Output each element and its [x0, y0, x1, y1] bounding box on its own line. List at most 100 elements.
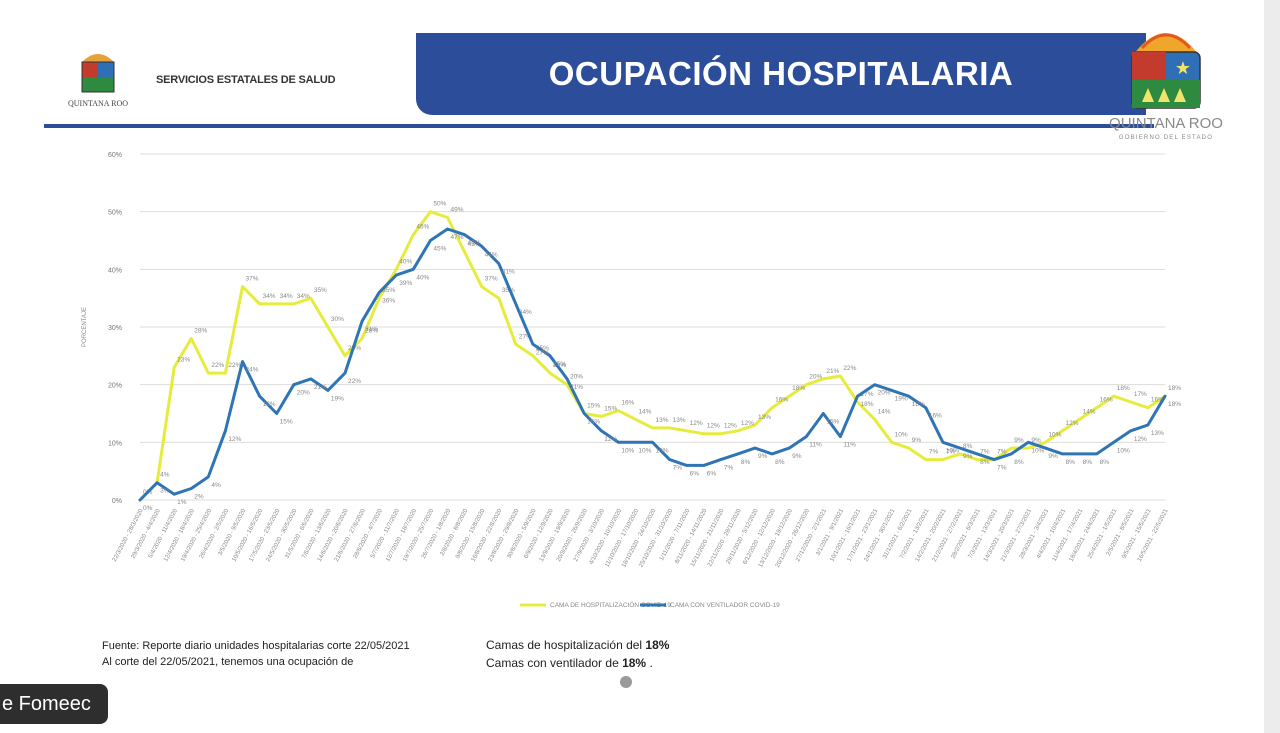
logo-right-subcaption: GOBIERNO DEL ESTADO [1119, 135, 1213, 141]
state-logo-right: ★ QUINTANA ROO GOBIERNO DEL ESTADO [1092, 18, 1240, 142]
data-label: 10% [1031, 447, 1044, 454]
data-point [224, 429, 227, 432]
y-tick-label: 60% [108, 152, 122, 159]
data-label: 11% [809, 442, 822, 449]
data-point [155, 481, 159, 484]
data-label: 25% [536, 345, 549, 352]
data-label: 2% [194, 493, 204, 500]
data-label: 22% [348, 378, 361, 385]
data-label: 18% [1168, 401, 1181, 408]
data-label: 10% [1117, 447, 1130, 454]
data-label: 7% [980, 449, 990, 456]
data-point [138, 498, 142, 502]
data-label: 18% [1168, 385, 1181, 392]
data-point [377, 291, 381, 294]
data-point [634, 441, 637, 444]
data-label: 7% [997, 465, 1007, 472]
data-label: 22% [228, 362, 241, 369]
data-point [941, 441, 945, 444]
data-label: 12% [604, 436, 617, 443]
x-tick-label: 29/11/2020 - 5/12/2020 [726, 508, 761, 566]
data-point [429, 210, 432, 213]
data-point [1078, 452, 1081, 456]
data-label: 16% [1100, 397, 1113, 404]
data-label: 12% [228, 436, 241, 443]
data-point [839, 435, 842, 438]
data-point [1010, 446, 1013, 450]
x-tick-label: 24/1/2021 - 30/1/2021 [864, 508, 897, 563]
slide-edge [1264, 0, 1280, 733]
data-label: 8% [963, 443, 973, 450]
data-label: 34% [263, 293, 276, 300]
x-tick-label: 17/5/2020 - 23/5/2020 [249, 508, 282, 563]
data-label: 16% [775, 397, 788, 404]
data-label: 36% [382, 297, 395, 304]
data-point [975, 458, 979, 461]
data-label: 13% [758, 414, 771, 421]
data-label: 15% [826, 419, 839, 426]
data-point [617, 441, 620, 444]
data-point [1061, 452, 1064, 456]
data-point [805, 435, 808, 438]
data-label: 1% [177, 499, 187, 506]
x-tick-label: 11/4/2021 - 17/4/2021 [1052, 508, 1085, 563]
data-point [360, 337, 364, 340]
x-tick-label: 12/4/2020 - 18/4/2020 [163, 508, 196, 563]
data-label: 16% [929, 413, 942, 420]
data-point [326, 325, 330, 329]
data-point [1010, 452, 1013, 456]
data-label: 12% [741, 420, 754, 427]
data-point [343, 354, 347, 358]
data-label: 24% [246, 367, 259, 374]
y-tick-label: 50% [108, 210, 122, 217]
data-point [702, 464, 705, 467]
y-tick-label: 30% [108, 325, 122, 332]
data-point [1095, 452, 1098, 456]
data-point [736, 452, 740, 456]
svg-text:★: ★ [1175, 58, 1191, 79]
data-point [446, 216, 449, 219]
data-label: 39% [399, 280, 412, 287]
data-label: 7% [724, 465, 734, 472]
occupancy-summary: Camas de hospitalización del 18% Camas c… [486, 636, 669, 672]
logo-left-caption: QUINTANA ROO [68, 99, 128, 108]
x-tick-label: 18/4/2021 - 24/4/2021 [1069, 508, 1102, 563]
data-point [873, 383, 876, 386]
data-point [1061, 429, 1064, 432]
data-label: 12% [1066, 420, 1079, 427]
data-point [275, 412, 278, 415]
data-point [941, 458, 945, 461]
data-label: 6% [690, 470, 700, 477]
data-label: 15% [280, 419, 293, 426]
data-label: 9% [1014, 437, 1024, 444]
data-label: 20% [570, 374, 583, 381]
data-point [907, 395, 910, 398]
data-point [1027, 446, 1030, 450]
data-label: 34% [519, 309, 532, 316]
data-point [958, 452, 962, 456]
x-tick-label: 4/10/2020 - 10/10/2020 [589, 508, 624, 566]
data-point [1146, 406, 1150, 409]
data-point [1095, 406, 1098, 409]
legend-label: CAMA DE HOSPITALIZACIÓN COVID-19 [550, 600, 671, 609]
page-title: OCUPACIÓN HOSPITALARIA [548, 55, 1014, 92]
cutoff-line: Al corte del 22/05/2021, tenemos una ocu… [102, 656, 354, 668]
data-label: 18% [263, 401, 276, 408]
data-point [395, 273, 398, 277]
x-tick-label: 8/11/2020 - 14/11/2020 [674, 508, 708, 565]
data-label: 12% [707, 423, 720, 430]
data-label: 4% [211, 482, 221, 489]
data-point [992, 458, 996, 461]
data-label: 9% [1031, 437, 1041, 444]
data-label: 34% [280, 293, 293, 300]
data-point [753, 446, 757, 450]
header-divider [44, 124, 1154, 128]
data-point [258, 302, 261, 306]
summary-hospitalization-value: 18% [645, 638, 670, 652]
data-point [326, 389, 330, 392]
data-label: 12% [1134, 436, 1147, 443]
data-label: 20% [297, 390, 310, 397]
data-label: 0% [143, 505, 153, 512]
data-label: 10% [656, 447, 669, 454]
participant-name-tag: e Fomeec [0, 684, 108, 724]
